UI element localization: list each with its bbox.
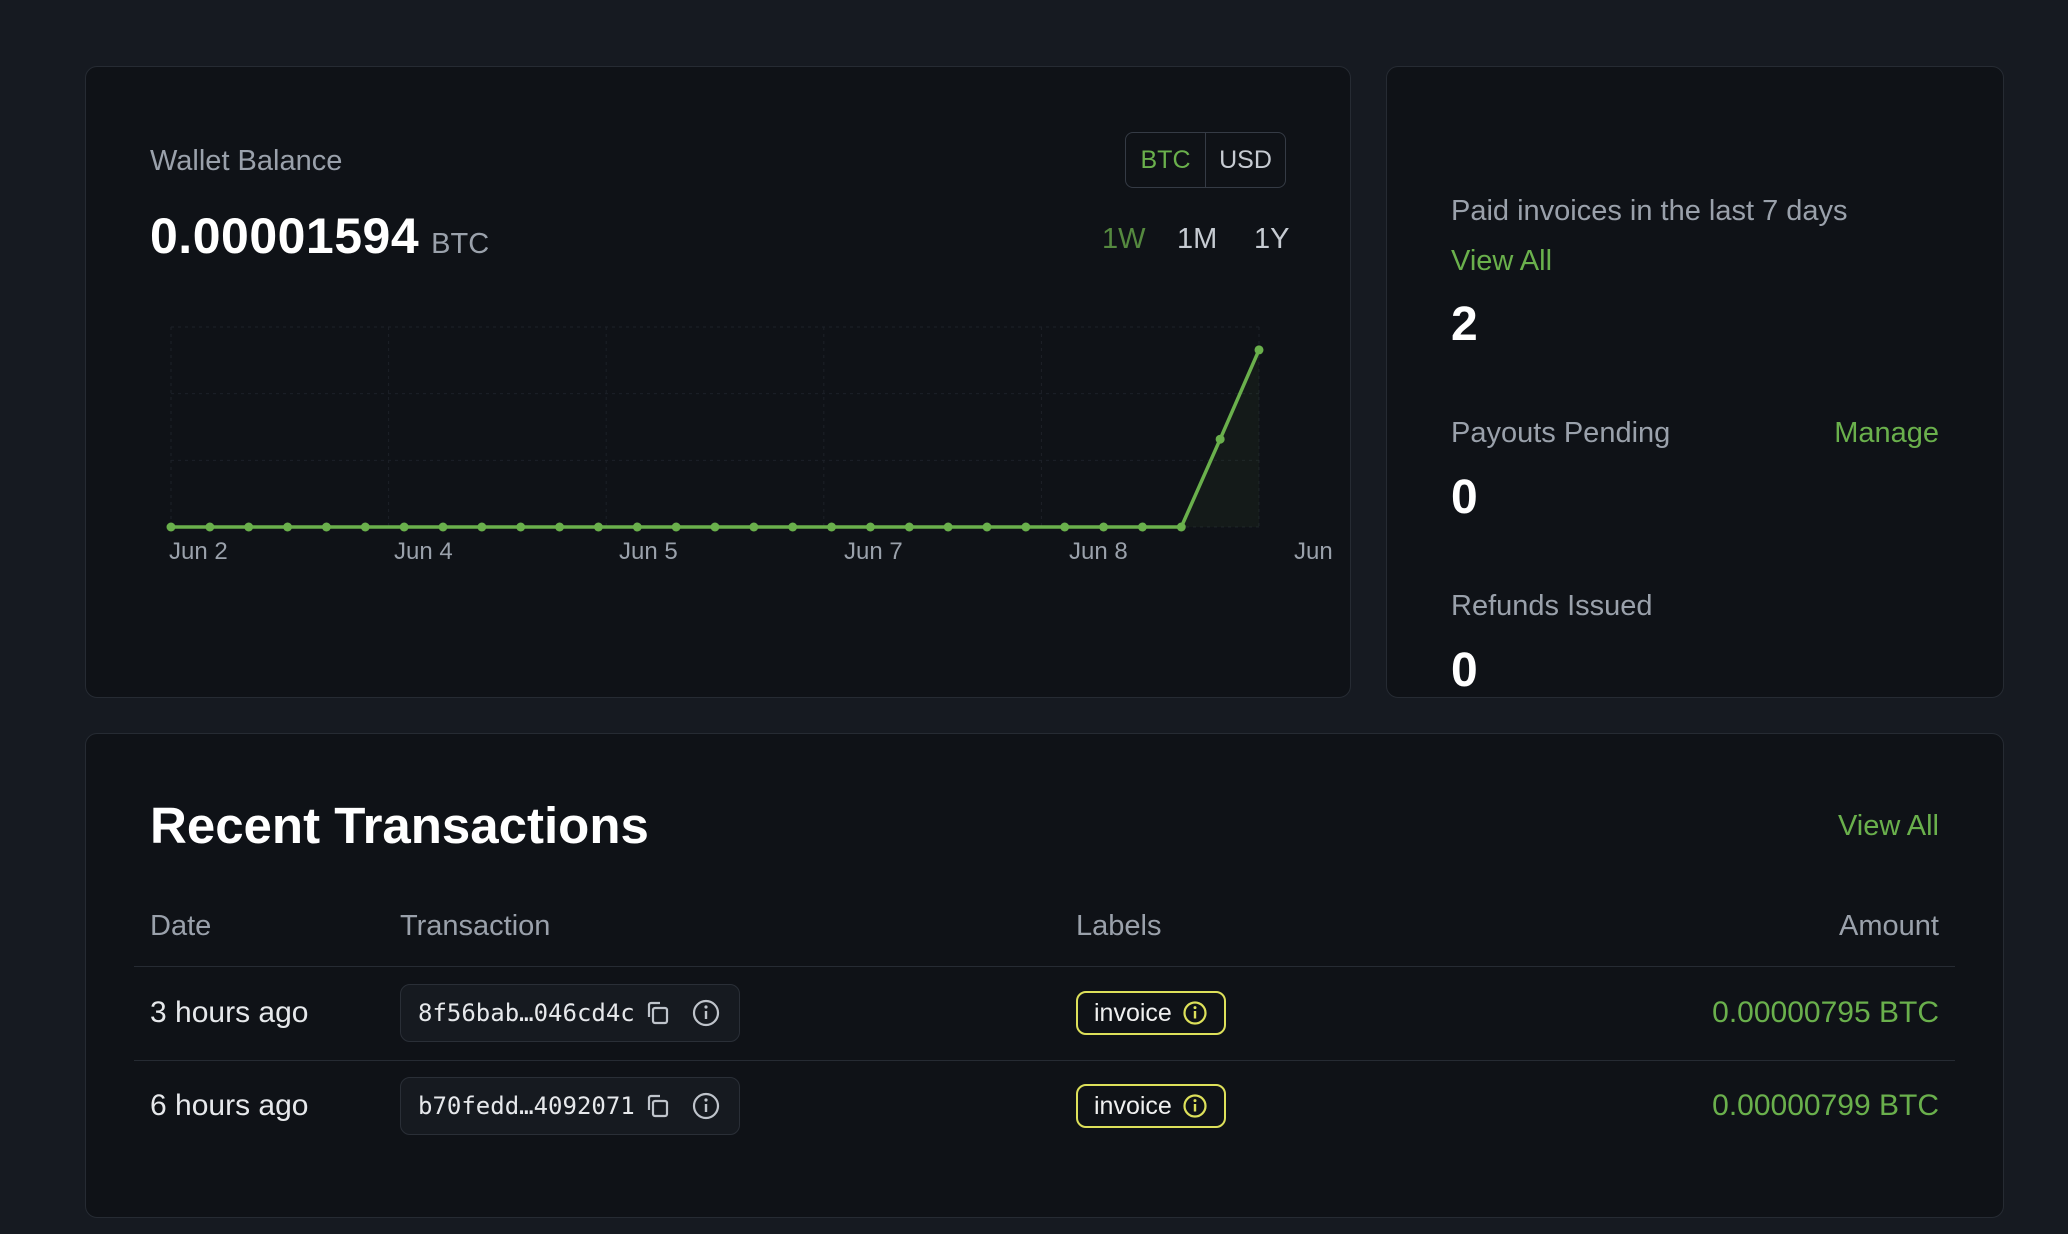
chart-point[interactable]: [321, 522, 331, 532]
chart-point[interactable]: [399, 522, 409, 532]
column-header-labels: Labels: [1076, 910, 1162, 942]
table-divider: [134, 966, 1955, 967]
chart-x-tick-label: Jun: [1294, 538, 1333, 565]
chart-point[interactable]: [516, 522, 526, 532]
chart-point[interactable]: [827, 522, 837, 532]
payouts-manage-link[interactable]: Manage: [1834, 417, 1939, 449]
chart-x-tick-label: Jun 4: [394, 538, 453, 565]
transaction-chip: 8f56bab…046cd4c: [400, 984, 740, 1042]
chart-point[interactable]: [632, 522, 642, 532]
currency-toggle: BTC USD: [1125, 132, 1286, 188]
row-amount: 0.00000795 BTC: [1712, 996, 1939, 1029]
wallet-balance-unit: BTC: [431, 228, 490, 260]
label-badge[interactable]: invoice: [1076, 1084, 1226, 1128]
stats-card: Paid invoices in the last 7 days View Al…: [1386, 66, 2004, 698]
paid-invoices-title: Paid invoices in the last 7 days: [1451, 195, 1848, 227]
chart-point[interactable]: [904, 522, 914, 532]
column-header-transaction: Transaction: [400, 910, 551, 942]
label-text: invoice: [1094, 1091, 1172, 1120]
range-1y-button[interactable]: 1Y: [1254, 223, 1290, 255]
label-badge[interactable]: invoice: [1076, 991, 1226, 1035]
chart-x-tick-label: Jun 8: [1069, 538, 1128, 565]
chart-point[interactable]: [1099, 522, 1109, 532]
recent-transactions-title: Recent Transactions: [150, 797, 649, 854]
range-1m-button[interactable]: 1M: [1177, 223, 1218, 255]
info-icon[interactable]: [691, 998, 721, 1028]
transactions-view-all-link[interactable]: View All: [1837, 810, 1939, 842]
chart-point[interactable]: [788, 522, 798, 532]
currency-option-usd[interactable]: USD: [1205, 133, 1285, 187]
label-info-icon[interactable]: [1182, 1000, 1208, 1026]
refunds-issued-title: Refunds Issued: [1451, 590, 1653, 622]
chart-point[interactable]: [1254, 345, 1264, 355]
chart-point[interactable]: [205, 522, 215, 532]
copy-icon[interactable]: [643, 998, 673, 1028]
transaction-chip: b70fedd…4092071: [400, 1077, 740, 1135]
wallet-balance-amount: 0.00001594 BTC: [150, 207, 489, 265]
chart-point[interactable]: [749, 522, 759, 532]
balance-chart: Jun 2 Jun 4 Jun 5 Jun 7 Jun 8 Jun: [166, 326, 1333, 565]
row-amount: 0.00000799 BTC: [1712, 1089, 1939, 1122]
copy-icon[interactable]: [643, 1091, 673, 1121]
transaction-hash[interactable]: b70fedd…4092071: [418, 1092, 635, 1120]
wallet-balance-title: Wallet Balance: [150, 145, 343, 177]
payouts-pending-value: 0: [1451, 471, 1478, 524]
chart-point[interactable]: [593, 522, 603, 532]
recent-transactions-card: Recent Transactions View All Date Transa…: [85, 733, 2004, 1218]
chart-area: [171, 349, 1259, 527]
chart-point[interactable]: [982, 522, 992, 532]
info-icon[interactable]: [691, 1091, 721, 1121]
transaction-hash[interactable]: 8f56bab…046cd4c: [418, 999, 635, 1027]
chart-point[interactable]: [1021, 522, 1031, 532]
column-header-amount: Amount: [1839, 910, 1939, 942]
currency-option-btc[interactable]: BTC: [1140, 145, 1191, 174]
row-date: 6 hours ago: [150, 1089, 309, 1122]
chart-point[interactable]: [438, 522, 448, 532]
chart-x-tick-label: Jun 2: [169, 538, 228, 565]
chart-x-tick-label: Jun 5: [619, 538, 678, 565]
chart-point[interactable]: [671, 522, 681, 532]
refunds-issued-value: 0: [1451, 644, 1478, 697]
chart-point[interactable]: [710, 522, 720, 532]
chart-point[interactable]: [283, 522, 293, 532]
chart-point[interactable]: [166, 522, 176, 532]
label-info-icon[interactable]: [1182, 1093, 1208, 1119]
paid-invoices-view-all-link[interactable]: View All: [1451, 245, 1553, 277]
table-divider: [134, 1060, 1955, 1061]
chart-point[interactable]: [865, 522, 875, 532]
chart-point[interactable]: [1060, 522, 1070, 532]
chart-point[interactable]: [943, 522, 953, 532]
paid-invoices-value: 2: [1451, 298, 1478, 351]
range-1w-button[interactable]: 1W: [1102, 223, 1146, 255]
chart-point[interactable]: [244, 522, 254, 532]
chart-point[interactable]: [1215, 434, 1225, 444]
label-text: invoice: [1094, 998, 1172, 1027]
chart-x-tick-label: Jun 7: [844, 538, 903, 565]
chart-point[interactable]: [1137, 522, 1147, 532]
payouts-pending-title: Payouts Pending: [1451, 417, 1671, 449]
column-header-date: Date: [150, 910, 212, 942]
wallet-balance-card: Wallet Balance 0.00001594 BTC BTC USD 1W …: [85, 66, 1351, 698]
chart-point[interactable]: [555, 522, 565, 532]
chart-series-line: [171, 349, 1261, 529]
chart-point[interactable]: [1176, 522, 1186, 532]
chart-point[interactable]: [360, 522, 370, 532]
row-date: 3 hours ago: [150, 996, 309, 1029]
chart-point[interactable]: [477, 522, 487, 532]
wallet-balance-value: 0.00001594: [150, 208, 420, 264]
